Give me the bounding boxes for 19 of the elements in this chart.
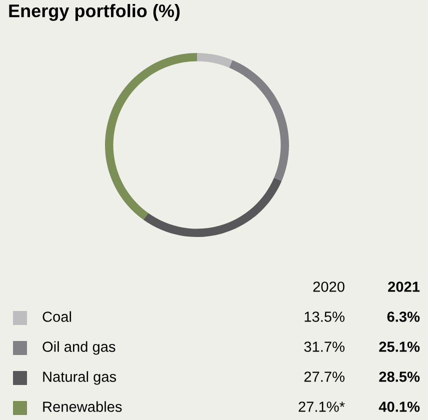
text: 31.7% xyxy=(304,342,344,352)
chart-title: Energy portfolio (%) xyxy=(9,4,180,21)
text: 27.7% xyxy=(304,372,344,382)
text: 2020 xyxy=(313,282,344,292)
donut-slice xyxy=(229,60,289,182)
legend-label: Natural gas xyxy=(43,371,116,385)
data-label: 25.1% xyxy=(379,342,420,352)
data-label: 40.1% xyxy=(378,402,420,412)
donut-slice xyxy=(105,53,197,220)
legend-label: Renewables xyxy=(43,401,122,412)
data-label: 28.5% xyxy=(379,372,420,382)
legend-label: Oil and gas xyxy=(42,341,116,355)
data-label: 6.3% xyxy=(387,312,420,322)
text: 27.1%* xyxy=(298,402,345,412)
legend-label: Coal xyxy=(42,311,72,322)
text: 13.5% xyxy=(304,312,344,322)
donut-slice xyxy=(143,178,282,237)
text: 2021 xyxy=(388,282,420,292)
donut-slice xyxy=(197,53,232,68)
